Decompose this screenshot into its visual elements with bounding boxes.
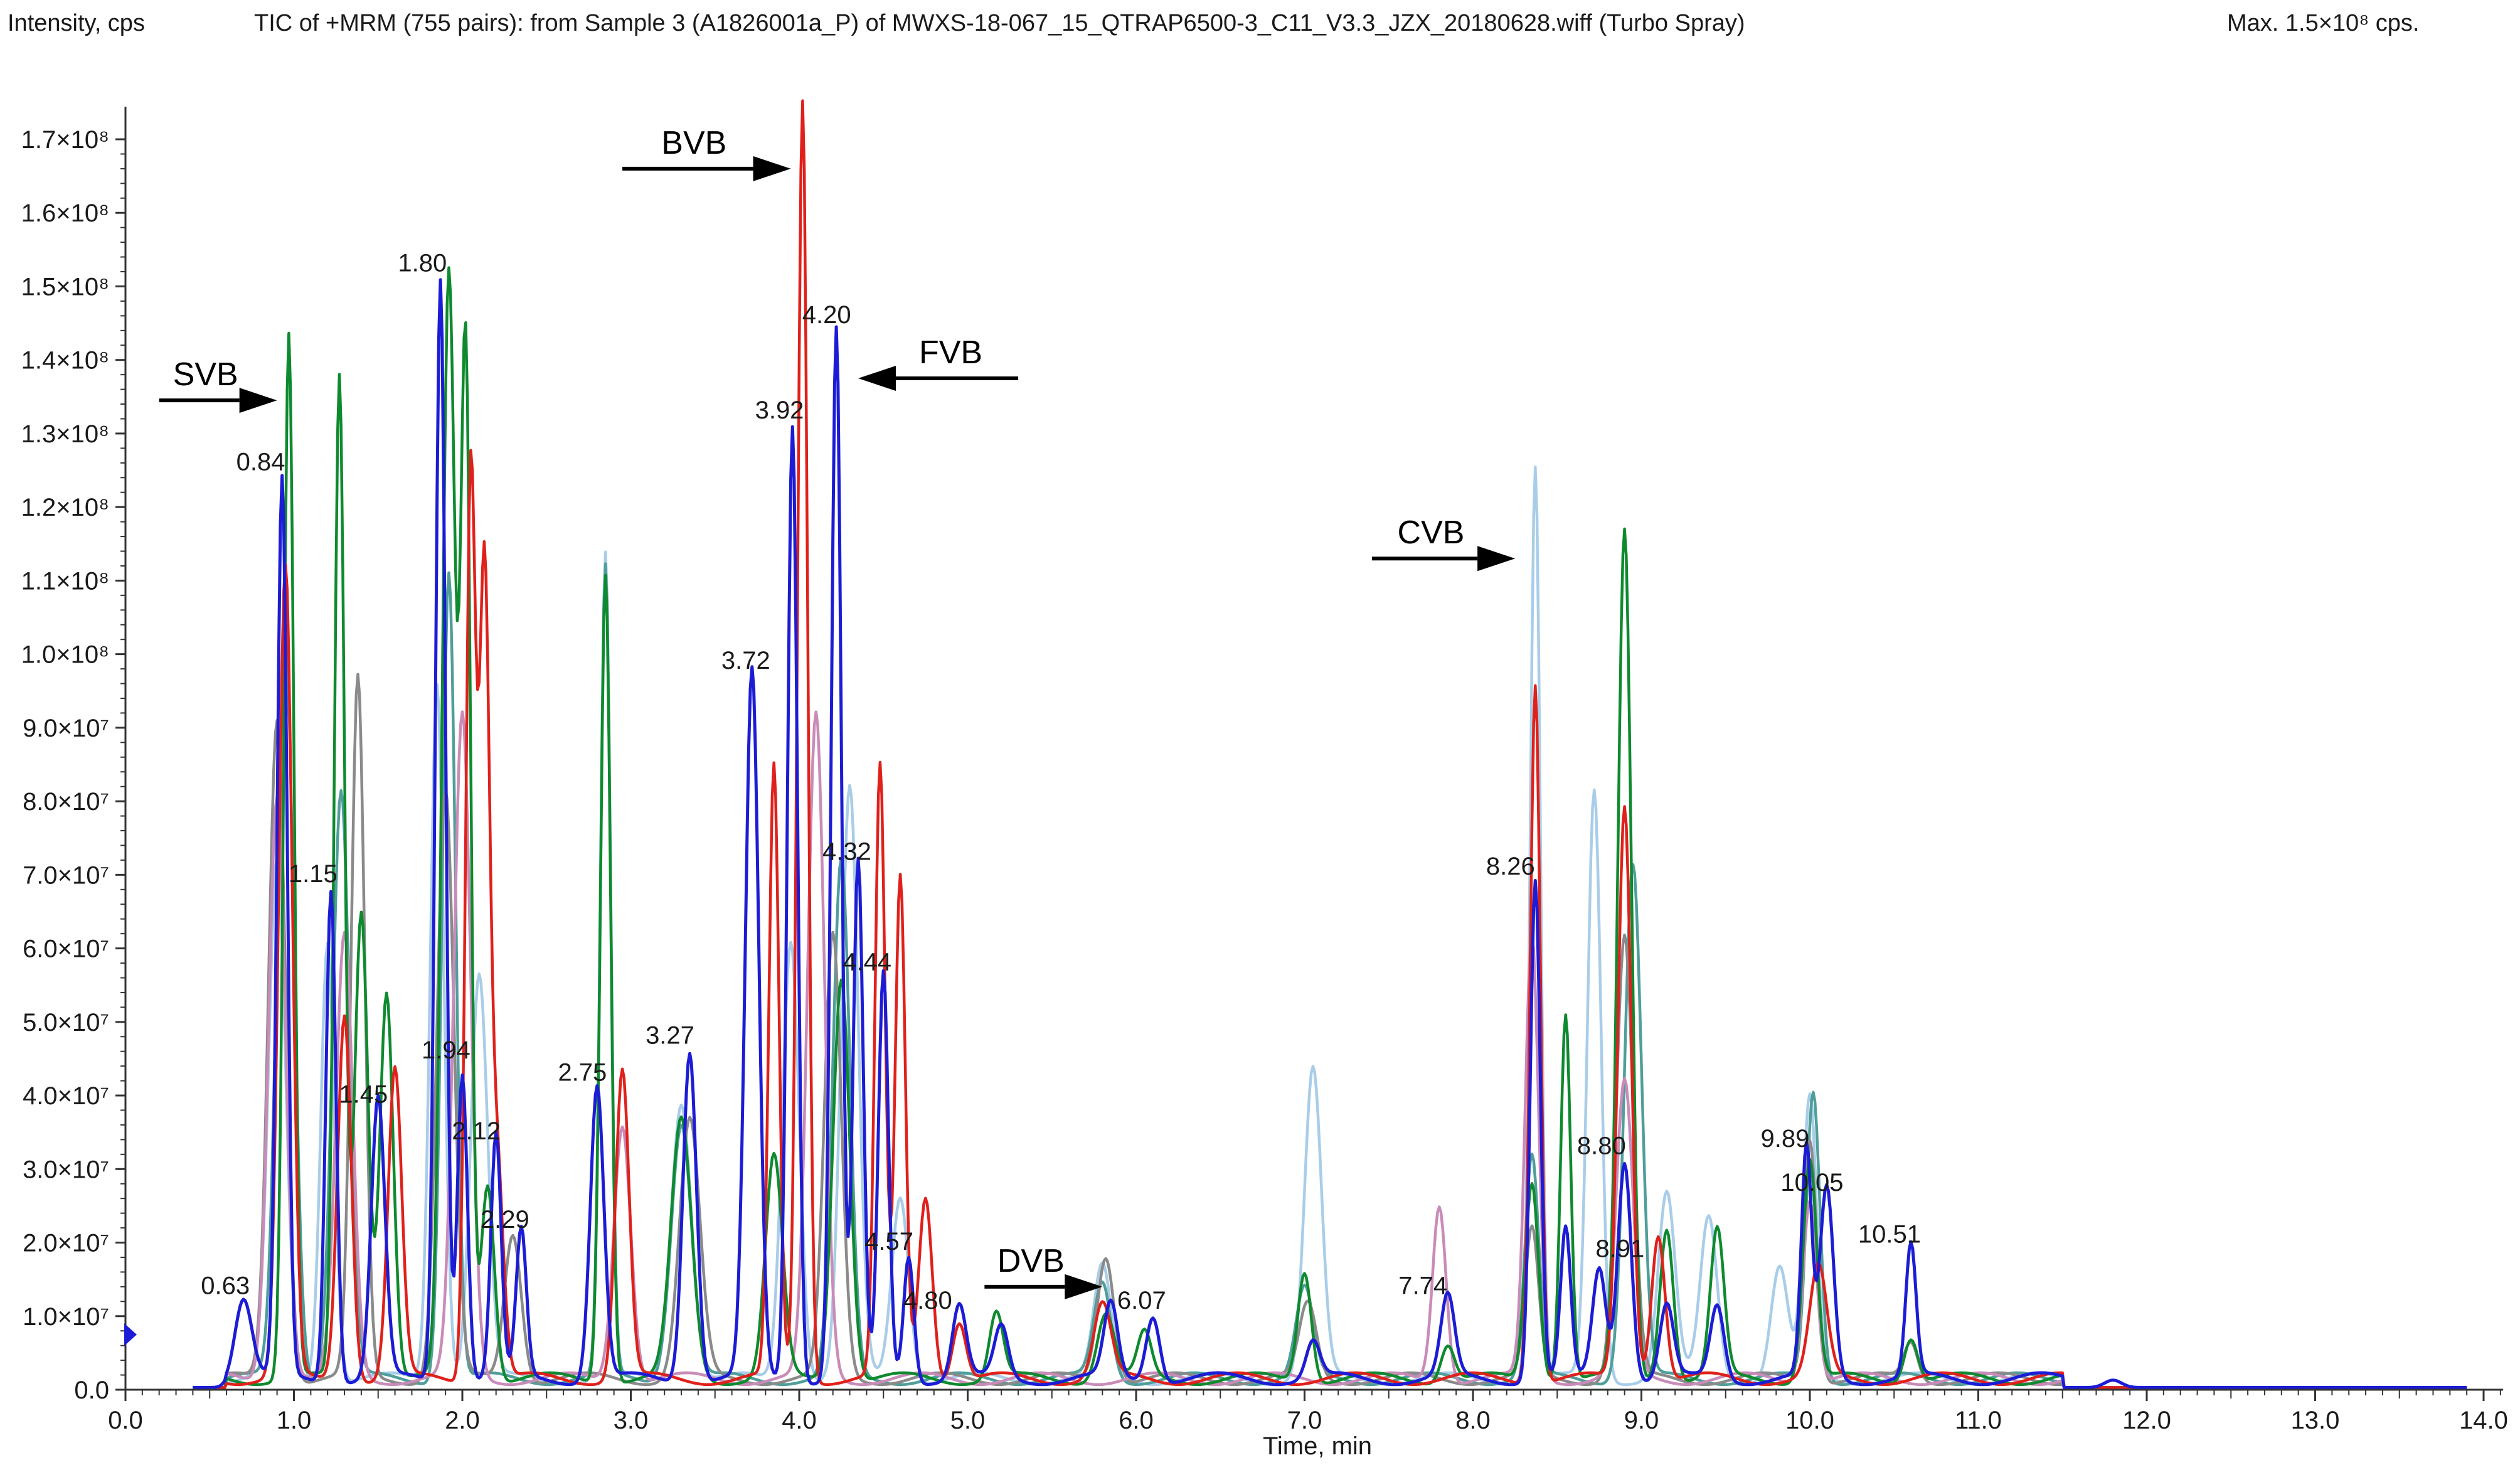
peak-label: 8.91 (1595, 1235, 1644, 1263)
peak-label: 2.75 (558, 1058, 607, 1086)
x-tick-label: 2.0 (445, 1407, 480, 1434)
peak-label: 0.84 (237, 448, 285, 476)
x-tick-label: 12.0 (2122, 1407, 2171, 1434)
start-marker (124, 1323, 137, 1346)
annotation-label: SVB (173, 356, 238, 393)
x-axis-title: Time, min (1263, 1432, 1372, 1460)
series-line-gray (193, 673, 2467, 1389)
annotation-arrowhead (858, 366, 896, 392)
peak-label: 8.26 (1486, 853, 1535, 880)
annotation-label: DVB (997, 1243, 1065, 1279)
series-line-pink (193, 710, 2467, 1389)
peak-label: 8.80 (1577, 1132, 1626, 1160)
annotation-arrowhead (1065, 1274, 1103, 1299)
annotation-arrowhead (753, 156, 791, 181)
peak-label: 1.94 (422, 1036, 471, 1064)
peak-label: 4.80 (903, 1287, 952, 1314)
y-tick-label: 9.0×10⁷ (23, 715, 109, 742)
series-line-lightblue (193, 466, 2467, 1389)
peak-label: 10.05 (1780, 1169, 1843, 1196)
peak-label: 1.80 (398, 250, 447, 277)
peak-label: 4.32 (822, 838, 871, 866)
y-tick-label: 1.0×10⁸ (21, 641, 109, 669)
x-tick-label: 0.0 (108, 1407, 143, 1434)
y-tick-label: 2.0×10⁷ (23, 1230, 109, 1257)
peak-label: 4.57 (864, 1228, 913, 1255)
peak-label: 2.29 (481, 1206, 529, 1233)
x-tick-label: 6.0 (1119, 1407, 1154, 1434)
annotations-layer: SVB BVB FVB CVB DVB (159, 125, 1516, 1299)
peak-label: 9.89 (1761, 1125, 1810, 1153)
y-tick-label: 1.3×10⁸ (21, 420, 109, 448)
x-tick-label: 9.0 (1624, 1407, 1659, 1434)
y-tick-label: 8.0×10⁷ (23, 788, 109, 816)
series-layer (193, 99, 2467, 1389)
x-tick-label: 11.0 (1955, 1407, 2002, 1434)
peak-label: 4.44 (843, 948, 891, 976)
peak-label: 1.15 (289, 860, 338, 888)
peak-label: 3.72 (721, 647, 770, 674)
y-tick-label: 1.1×10⁸ (21, 567, 109, 595)
x-tick-label: 1.0 (277, 1407, 312, 1434)
x-tick-label: 3.0 (614, 1407, 649, 1434)
peak-label: 0.63 (201, 1272, 250, 1299)
y-tick-label: 1.7×10⁸ (21, 126, 109, 154)
y-tick-label: 4.0×10⁷ (23, 1082, 109, 1110)
y-tick-label: 0.0 (74, 1377, 109, 1404)
x-tick-label: 14.0 (2459, 1407, 2508, 1434)
x-tick-label: 5.0 (950, 1407, 986, 1434)
y-tick-label: 7.0×10⁷ (23, 861, 109, 889)
y-tick-label: 1.5×10⁸ (21, 273, 109, 301)
y-tick-label: 1.2×10⁸ (21, 494, 109, 521)
y-axis-title: Intensity, cps (8, 10, 145, 36)
y-tick-label: 3.0×10⁷ (23, 1156, 109, 1183)
peak-label: 10.51 (1858, 1220, 1921, 1248)
series-line-green (193, 266, 2467, 1389)
series-line-blue (193, 278, 2467, 1389)
y-tick-label: 1.0×10⁷ (23, 1303, 109, 1331)
annotation-arrowhead (1477, 546, 1516, 572)
series-line-teal (193, 562, 2467, 1389)
annotation-label: CVB (1398, 514, 1465, 551)
chart-title: TIC of +MRM (755 pairs): from Sample 3 (… (254, 10, 1745, 36)
peak-labels-layer: 0.63 0.84 1.15 1.45 1.80 1.94 2.12 2.29 2.75 3.27… (201, 250, 1921, 1314)
peak-label: 4.20 (802, 301, 851, 329)
y-tick-label: 1.4×10⁸ (21, 347, 109, 375)
max-intensity: Max. 1.5×10⁸ cps. (2227, 10, 2420, 36)
x-tick-label: 4.0 (782, 1407, 817, 1434)
annotation-label: FVB (919, 334, 982, 371)
peak-label: 6.07 (1117, 1287, 1166, 1314)
y-tick-label: 6.0×10⁷ (23, 935, 109, 963)
series-line-red (193, 99, 2467, 1389)
peak-label: 3.92 (755, 397, 804, 424)
x-tick-label: 7.0 (1287, 1407, 1322, 1434)
annotation-label: BVB (661, 125, 726, 161)
x-tick-label: 8.0 (1455, 1407, 1491, 1434)
x-tick-label: 13.0 (2291, 1407, 2340, 1434)
annotation-arrowhead (239, 388, 277, 413)
y-tick-label: 5.0×10⁷ (23, 1009, 109, 1036)
x-tick-label: 10.0 (1785, 1407, 1834, 1434)
peak-label: 3.27 (646, 1022, 694, 1050)
peak-label: 7.74 (1398, 1272, 1447, 1299)
axes-layer: 0.0 1.0×10⁷ 2.0×10⁷ 3.0×10⁷ 4.0×10⁷ 5.0×10⁷ 6.… (21, 107, 2508, 1434)
peak-label: 1.45 (339, 1081, 388, 1109)
y-tick-label: 1.6×10⁸ (21, 200, 109, 227)
peak-label: 2.12 (452, 1117, 501, 1145)
